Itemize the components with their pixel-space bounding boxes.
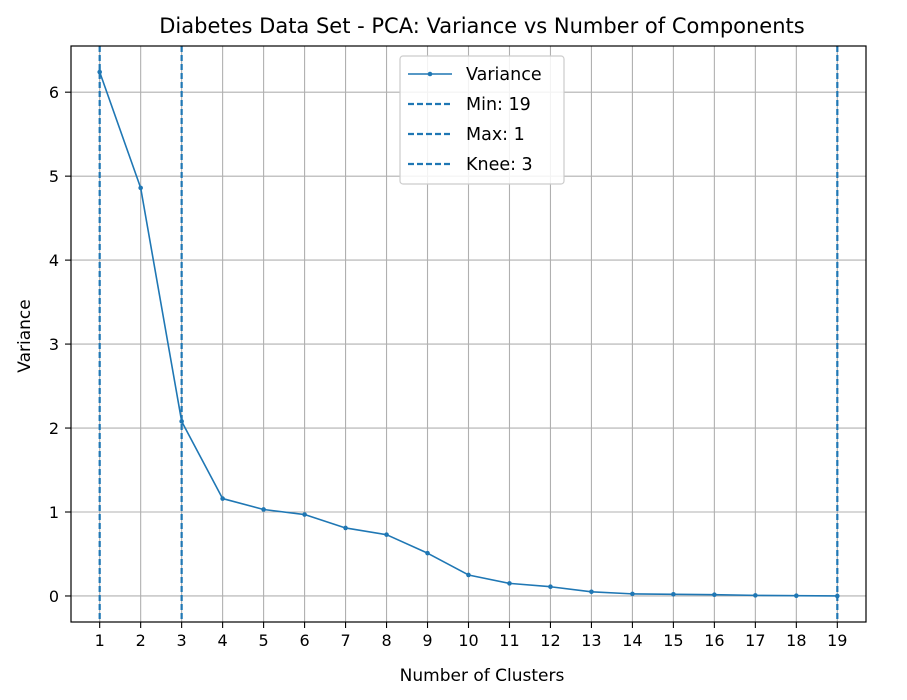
y-tick-label: 4: [49, 251, 59, 270]
data-point: [138, 185, 143, 191]
x-tick-label: 9: [422, 631, 432, 650]
data-point: [466, 572, 471, 578]
data-point: [753, 593, 758, 598]
x-tick-label: 7: [340, 631, 350, 650]
x-tick-label: 15: [663, 631, 683, 650]
data-point: [712, 592, 717, 598]
data-point: [425, 550, 430, 556]
legend: Variance Min: 19 Max: 1 Knee: 3: [399, 55, 565, 185]
y-tick-label: 2: [49, 419, 59, 438]
x-tick-label: 11: [499, 631, 519, 650]
data-point: [835, 593, 840, 599]
data-point: [671, 591, 676, 597]
legend-label-knee: Knee: 3: [466, 155, 533, 175]
data-point: [97, 69, 102, 75]
x-axis-ticks: 1 2 3 4 5 6 7 8 9 10 11 12 13 14 15 16 17 18 19: [95, 622, 847, 650]
x-tick-label: 16: [704, 631, 724, 650]
y-axis-label: Variance: [15, 299, 35, 372]
legend-label-min: Min: 19: [466, 95, 531, 115]
data-point: [589, 589, 594, 595]
series-layer: [97, 69, 840, 599]
data-point: [507, 581, 512, 586]
y-tick-label: 6: [49, 83, 59, 102]
y-tick-label: 0: [49, 587, 59, 606]
legend-marker-variance: [427, 71, 433, 77]
chart-title: Diabetes Data Set - PCA: Variance vs Num…: [159, 14, 804, 38]
x-tick-label: 3: [177, 631, 187, 650]
data-point: [343, 525, 348, 531]
x-axis-label: Number of Clusters: [400, 666, 565, 686]
x-tick-label: 2: [136, 631, 146, 650]
legend-label-max: Max: 1: [466, 125, 525, 145]
y-tick-label: 5: [49, 167, 59, 186]
x-tick-label: 13: [581, 631, 601, 650]
y-tick-label: 3: [49, 335, 59, 354]
x-tick-label: 19: [827, 631, 847, 650]
legend-box: [399, 55, 565, 185]
x-tick-label: 14: [622, 631, 642, 650]
data-point: [220, 496, 225, 501]
y-tick-label: 1: [49, 503, 59, 522]
x-tick-label: 5: [259, 631, 269, 650]
x-tick-label: 6: [299, 631, 309, 650]
x-tick-label: 12: [540, 631, 560, 650]
data-point: [794, 593, 799, 599]
x-tick-label: 1: [95, 631, 105, 650]
x-tick-label: 17: [745, 631, 765, 650]
y-axis-ticks: 0 1 2 3 4 5 6: [49, 83, 71, 606]
legend-label-variance: Variance: [466, 65, 542, 85]
x-tick-label: 8: [381, 631, 391, 650]
x-tick-label: 4: [218, 631, 228, 650]
data-point: [261, 507, 266, 512]
data-point: [179, 419, 184, 424]
reference-lines: [98, 46, 839, 622]
data-point: [630, 591, 635, 597]
data-point: [302, 512, 307, 517]
data-point: [548, 584, 553, 590]
x-tick-label: 10: [458, 631, 478, 650]
x-tick-label: 18: [786, 631, 806, 650]
data-point: [384, 532, 389, 537]
